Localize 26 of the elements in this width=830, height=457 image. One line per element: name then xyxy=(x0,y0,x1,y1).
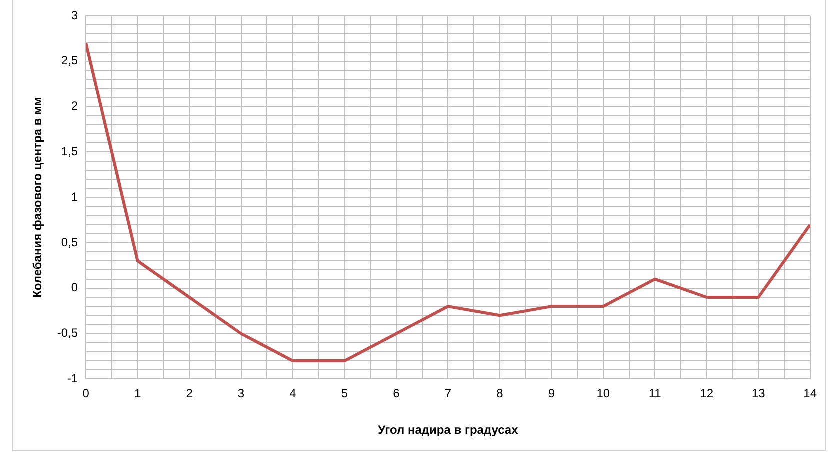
y-tick-label: 2,5 xyxy=(61,54,78,68)
x-tick-label: 1 xyxy=(134,386,142,401)
y-tick-label: 3 xyxy=(71,8,78,22)
x-tick-label: 0 xyxy=(82,386,90,401)
y-tick-label: 0,5 xyxy=(61,235,78,250)
x-tick-label: 10 xyxy=(596,386,610,401)
y-tick-label: -0,5 xyxy=(57,326,78,340)
x-tick-label: 5 xyxy=(341,386,348,401)
y-tick-label: 1 xyxy=(71,190,78,204)
x-tick-label: 11 xyxy=(648,386,662,401)
x-tick-label: 8 xyxy=(496,386,504,401)
x-tick-label: 9 xyxy=(548,386,556,401)
x-tick-label: 12 xyxy=(700,386,714,401)
y-tick-label: 0 xyxy=(71,280,78,295)
x-tick-label: 13 xyxy=(752,386,766,401)
y-tick-label: -1 xyxy=(67,372,78,386)
x-axis-title: Угол надира в градусах xyxy=(378,423,519,438)
y-tick-label: 1,5 xyxy=(61,144,78,159)
x-tick-label: 3 xyxy=(238,386,245,401)
x-tick-label: 14 xyxy=(804,386,818,401)
y-tick-label: 2 xyxy=(71,99,78,114)
x-tick-label: 6 xyxy=(393,386,400,401)
x-tick-label: 2 xyxy=(186,386,194,401)
y-axis-title: Колебания фазового центра в мм xyxy=(30,97,45,298)
x-tick-label: 4 xyxy=(290,386,297,401)
x-tick-label: 7 xyxy=(444,386,452,401)
